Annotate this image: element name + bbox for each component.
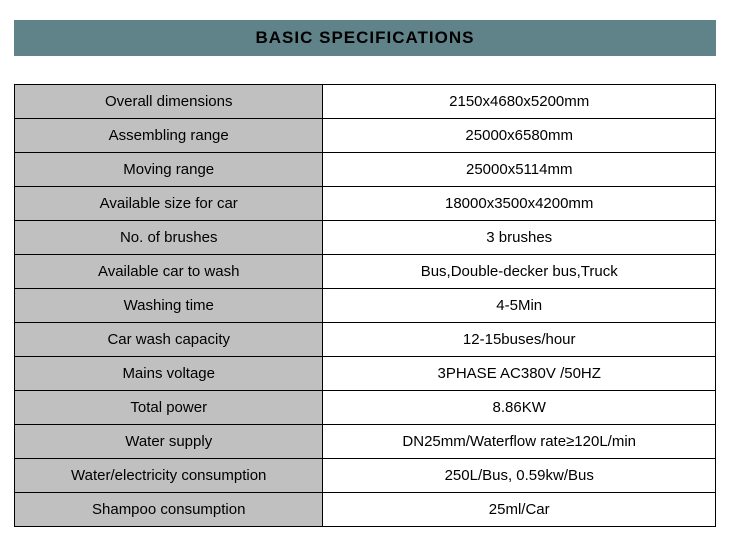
spec-value: 25000x6580mm [323,119,716,153]
spec-label: Water/electricity consumption [15,459,323,493]
table-row: No. of brushes3 brushes [15,221,716,255]
page-container: BASIC SPECIFICATIONS Overall dimensions2… [0,0,730,547]
table-row: Car wash capacity12-15buses/hour [15,323,716,357]
table-row: Mains voltage3PHASE AC380V /50HZ [15,357,716,391]
spec-value: 8.86KW [323,391,716,425]
spec-label: Available car to wash [15,255,323,289]
table-row: Washing time4-5Min [15,289,716,323]
spec-table-body: Overall dimensions2150x4680x5200mmAssemb… [15,85,716,527]
table-row: Overall dimensions2150x4680x5200mm [15,85,716,119]
spec-label: Water supply [15,425,323,459]
spec-label: Mains voltage [15,357,323,391]
spec-value: 18000x3500x4200mm [323,187,716,221]
table-row: Moving range25000x5114mm [15,153,716,187]
table-row: Water/electricity consumption250L/Bus, 0… [15,459,716,493]
table-row: Total power8.86KW [15,391,716,425]
spec-value: Bus,Double-decker bus,Truck [323,255,716,289]
spec-value: 12-15buses/hour [323,323,716,357]
spec-label: Assembling range [15,119,323,153]
table-row: Available size for car18000x3500x4200mm [15,187,716,221]
spec-label: Overall dimensions [15,85,323,119]
spec-label: Available size for car [15,187,323,221]
spec-label: Moving range [15,153,323,187]
table-row: Water supplyDN25mm/Waterflow rate≥120L/m… [15,425,716,459]
spec-label: Shampoo consumption [15,493,323,527]
spec-label: Car wash capacity [15,323,323,357]
spec-value: 2150x4680x5200mm [323,85,716,119]
spec-value: DN25mm/Waterflow rate≥120L/min [323,425,716,459]
spec-value: 4-5Min [323,289,716,323]
spec-value: 25000x5114mm [323,153,716,187]
spec-label: No. of brushes [15,221,323,255]
spec-label: Total power [15,391,323,425]
spec-label: Washing time [15,289,323,323]
table-row: Shampoo consumption25ml/Car [15,493,716,527]
spec-value: 3PHASE AC380V /50HZ [323,357,716,391]
spec-value: 3 brushes [323,221,716,255]
spec-table: Overall dimensions2150x4680x5200mmAssemb… [14,84,716,527]
spec-value: 25ml/Car [323,493,716,527]
table-row: Available car to washBus,Double-decker b… [15,255,716,289]
section-header: BASIC SPECIFICATIONS [14,20,716,56]
table-row: Assembling range25000x6580mm [15,119,716,153]
spec-value: 250L/Bus, 0.59kw/Bus [323,459,716,493]
